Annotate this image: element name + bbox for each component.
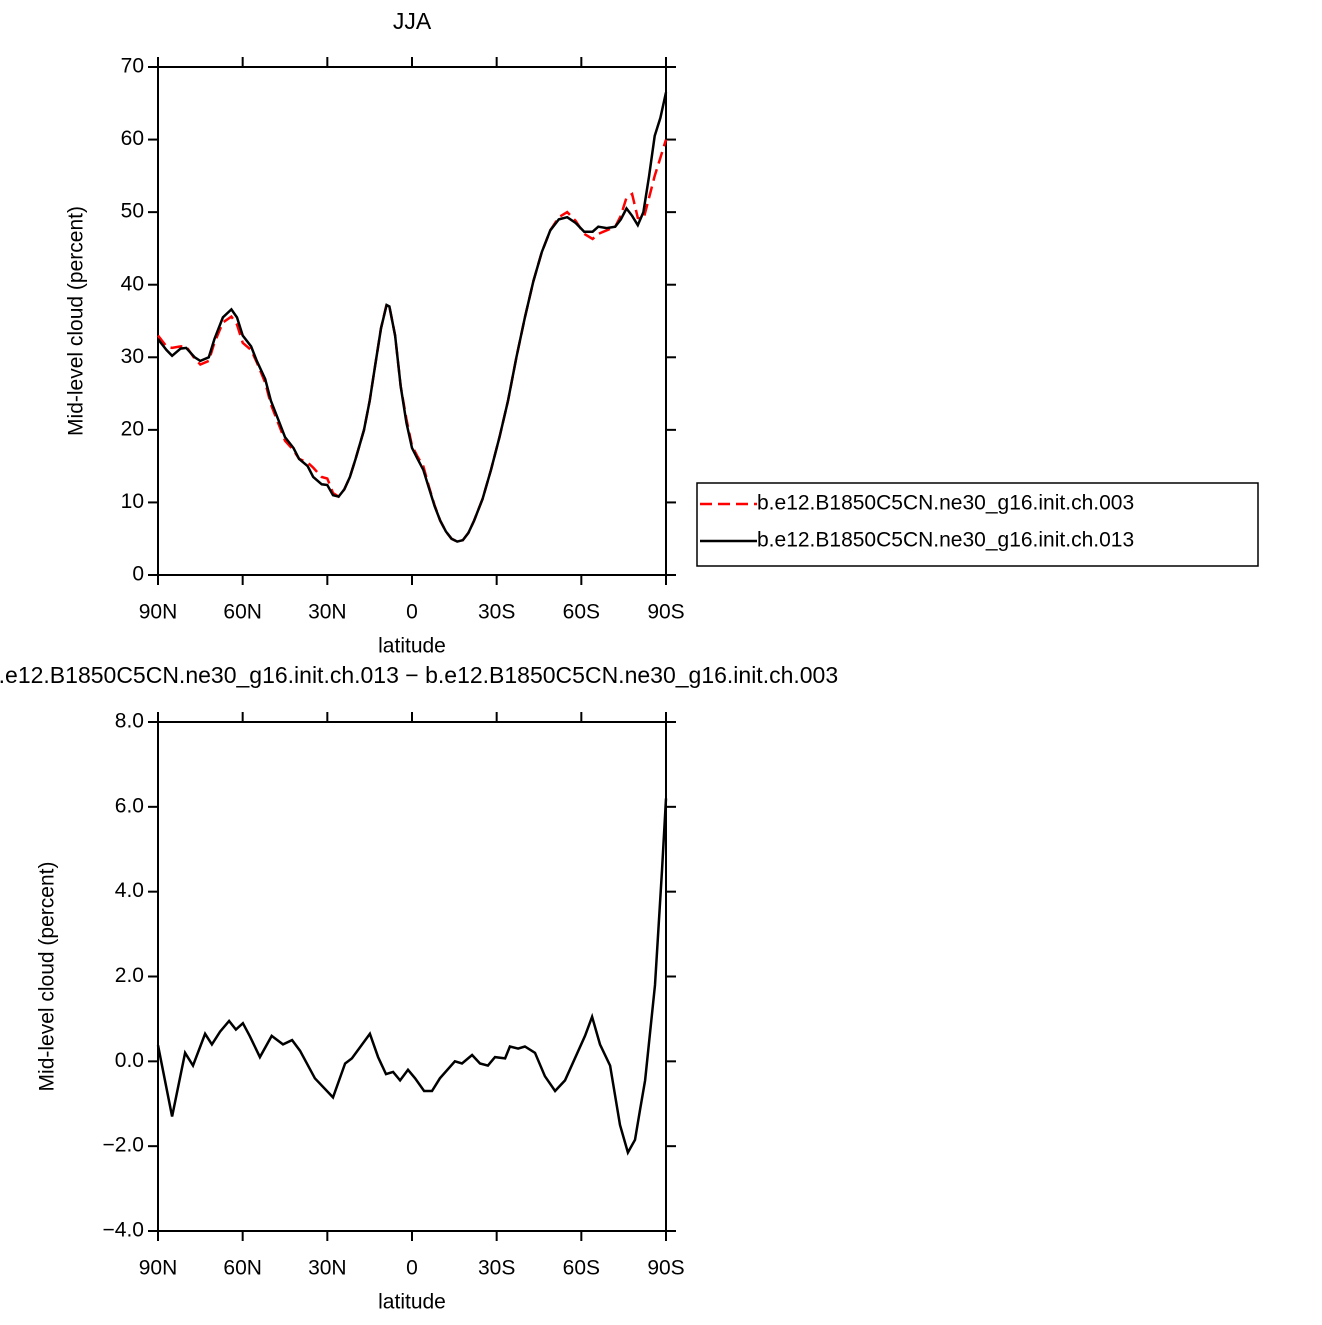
y-tick-label: 6.0	[115, 794, 144, 817]
y-tick-label: 40	[121, 272, 144, 295]
legend-label: b.e12.B1850C5CN.ne30_g16.init.ch.003	[757, 492, 1134, 515]
y-tick-label: 30	[121, 345, 144, 368]
y-tick-label: −2.0	[103, 1134, 144, 1157]
x-tick-label: 0	[406, 601, 418, 624]
x-tick-label: 30S	[478, 601, 515, 624]
x-tick-label: 60N	[223, 601, 262, 624]
x-tick-label: 90S	[647, 601, 684, 624]
y-tick-label: 70	[121, 55, 144, 78]
y-tick-label: 50	[121, 200, 144, 223]
y-tick-label: 4.0	[115, 879, 144, 902]
y-tick-label: 20	[121, 417, 144, 440]
chart-title: JJA	[393, 8, 432, 34]
legend-box	[696, 482, 1259, 567]
x-tick-label: 90N	[139, 1257, 178, 1280]
x-axis-label: latitude	[378, 635, 446, 658]
data-line	[157, 139, 668, 543]
y-tick-label: 0.0	[115, 1049, 144, 1072]
x-tick-label: 90S	[647, 1257, 684, 1280]
legend-label: b.e12.B1850C5CN.ne30_g16.init.ch.013	[757, 529, 1134, 552]
y-tick-label: −4.0	[103, 1219, 144, 1242]
x-tick-label: 0	[406, 1257, 418, 1280]
x-tick-label: 90N	[139, 601, 178, 624]
y-axis-label: Mid-level cloud (percent)	[36, 862, 59, 1092]
y-axis-label: Mid-level cloud (percent)	[65, 206, 88, 436]
y-tick-label: 60	[121, 127, 144, 150]
chart-title: b.e12.B1850C5CN.ne30_g16.init.ch.013 − b…	[0, 662, 838, 688]
x-tick-label: 30S	[478, 1257, 515, 1280]
y-tick-label: 8.0	[115, 710, 144, 733]
x-tick-label: 60S	[563, 1257, 600, 1280]
plot-frame	[157, 721, 667, 1232]
x-tick-label: 30N	[308, 1257, 347, 1280]
data-line	[156, 798, 668, 1156]
x-tick-label: 60N	[223, 1257, 262, 1280]
x-tick-label: 60S	[563, 601, 600, 624]
y-tick-label: 2.0	[115, 964, 144, 987]
x-tick-label: 30N	[308, 601, 347, 624]
plot-frame	[157, 66, 667, 576]
y-tick-label: 10	[121, 490, 144, 513]
x-axis-label: latitude	[378, 1291, 446, 1314]
data-line	[157, 92, 668, 543]
y-tick-label: 0	[132, 563, 144, 586]
